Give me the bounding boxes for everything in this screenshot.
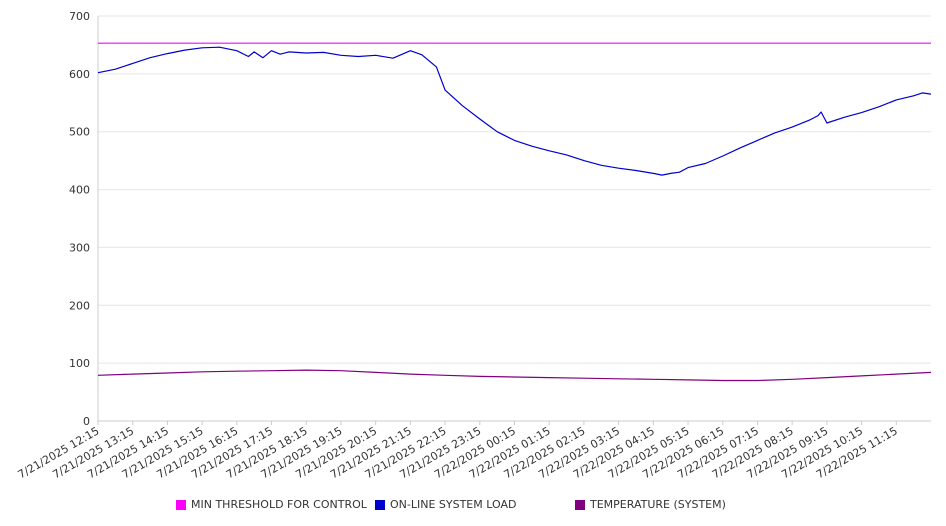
series-line-2 — [97, 369, 932, 382]
series-line-1 — [97, 46, 932, 176]
y-tick-label: 100 — [69, 357, 90, 370]
y-tick-label: 400 — [69, 184, 90, 197]
y-tick-label: 600 — [69, 68, 90, 81]
legend-swatch-system-load — [375, 499, 385, 510]
axes — [97, 16, 931, 425]
legend-label-temperature: TEMPERATURE (SYSTEM) — [590, 498, 726, 511]
legend: MIN THRESHOLD FOR CONTROL ON-LINE SYSTEM… — [0, 498, 946, 514]
y-tick-label: 200 — [69, 299, 90, 312]
legend-swatch-threshold — [176, 499, 186, 510]
legend-item-temperature[interactable]: TEMPERATURE (SYSTEM) — [575, 498, 726, 511]
legend-item-threshold[interactable]: MIN THRESHOLD FOR CONTROL — [176, 498, 367, 511]
x-tick-labels: 7/21/2025 12:157/21/2025 13:157/21/2025 … — [16, 424, 900, 481]
grid-lines — [98, 15, 931, 364]
y-tick-label: 500 — [69, 126, 90, 139]
y-tick-label: 0 — [83, 415, 90, 428]
y-tick-label: 300 — [69, 241, 90, 254]
legend-label-threshold: MIN THRESHOLD FOR CONTROL — [191, 498, 367, 511]
y-tick-label: 700 — [69, 10, 90, 23]
legend-item-system-load[interactable]: ON-LINE SYSTEM LOAD — [375, 498, 516, 511]
legend-swatch-temperature — [575, 499, 585, 510]
y-tick-labels: 0 100 200 300 400 500 600 700 — [69, 10, 90, 428]
legend-label-system-load: ON-LINE SYSTEM LOAD — [390, 498, 517, 511]
series-lines — [97, 42, 932, 382]
